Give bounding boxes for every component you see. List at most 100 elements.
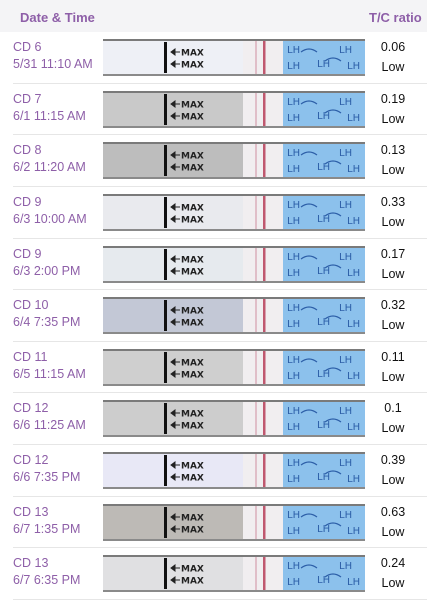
cycle-day: CD 9 xyxy=(13,194,42,209)
max-line xyxy=(164,196,167,228)
strip-edge xyxy=(103,142,365,145)
strip-label-area xyxy=(283,557,365,591)
brand-mark xyxy=(300,409,342,423)
lh-label: LH xyxy=(339,303,352,314)
strip-edge xyxy=(103,245,365,248)
max-arrow xyxy=(170,512,180,521)
cycle-day: CD 11 xyxy=(13,349,48,364)
row-divider xyxy=(13,598,427,600)
max-label: MAX xyxy=(181,462,204,472)
max-arrow xyxy=(170,524,180,533)
lh-label: LH xyxy=(339,458,352,469)
strip-label-area xyxy=(283,299,365,333)
max-arrow xyxy=(170,151,180,160)
test-line xyxy=(255,41,257,74)
lh-label: LH xyxy=(287,148,300,159)
test-strip: MAX MAX LH LH LH LH LH xyxy=(103,39,365,76)
lh-label: LH xyxy=(339,561,352,572)
test-line xyxy=(255,247,257,281)
control-line xyxy=(263,41,266,74)
t-c-ratio: 0.1 xyxy=(384,401,402,416)
lh-label: LH xyxy=(317,214,330,225)
lh-label: LH xyxy=(287,577,300,588)
test-line xyxy=(255,299,257,333)
max-arrow xyxy=(170,202,180,211)
brand-mark xyxy=(300,306,342,320)
test-strip: MAX MAX LH LH LH LH LH xyxy=(103,400,365,438)
strip-handle xyxy=(103,555,243,593)
strip-edge xyxy=(103,383,365,386)
t-c-ratio: 0.24 xyxy=(380,556,406,571)
brand-mark xyxy=(300,358,342,372)
test-line xyxy=(255,402,257,436)
max-line xyxy=(164,351,167,383)
test-line xyxy=(255,505,257,539)
max-line xyxy=(164,93,167,125)
max-arrow xyxy=(170,421,180,430)
brand-mark xyxy=(300,203,342,217)
control-line xyxy=(263,402,266,436)
lh-label: LH xyxy=(287,200,300,211)
strip-handle xyxy=(103,245,243,283)
control-line xyxy=(263,144,266,178)
t-c-ratio: 0.32 xyxy=(380,298,406,313)
lh-label: LH xyxy=(287,474,300,485)
lh-label: LH xyxy=(287,355,300,366)
result-level: Low xyxy=(381,421,405,436)
test-row: CD 9 6/3 2:00 PM 0.17 Low MAX MAX LH LH LH LH LH xyxy=(0,239,427,291)
lh-label: LH xyxy=(287,164,300,175)
max-arrow xyxy=(170,318,180,327)
strip-edge xyxy=(103,39,365,41)
strip-label-area xyxy=(283,350,365,384)
lh-label: LH xyxy=(287,113,300,124)
test-row: CD 7 6/1 11:15 AM 0.19 Low MAX MAX LH LH LH LH LH xyxy=(0,84,427,136)
row-divider xyxy=(13,495,427,497)
test-row: CD 12 6/6 11:25 AM 0.1 Low MAX MAX LH LH LH LH LH xyxy=(0,393,427,446)
strip-label-area xyxy=(283,92,365,126)
result-level: Low xyxy=(381,111,405,126)
max-label: MAX xyxy=(181,577,204,587)
lh-label: LH xyxy=(347,422,360,433)
lh-label: LH xyxy=(347,216,360,227)
strip-label-area xyxy=(283,402,365,436)
max-line xyxy=(164,506,167,538)
brand-mark xyxy=(300,513,342,527)
row-divider xyxy=(13,289,427,291)
strip-edge xyxy=(103,503,365,506)
test-row: CD 13 6/7 6:35 PM 0.24 Low MAX MAX LH LH LH LH LH xyxy=(0,548,427,600)
result-level: Low xyxy=(381,369,405,384)
strip-handle xyxy=(103,297,243,335)
cycle-day: CD 9 xyxy=(13,246,42,261)
date-time: 6/6 7:35 PM xyxy=(13,470,81,485)
lh-label: LH xyxy=(317,111,330,122)
strip-edge xyxy=(103,590,365,593)
max-arrow xyxy=(170,266,180,275)
lh-label: LH xyxy=(287,216,300,227)
strip-edge xyxy=(103,125,365,128)
max-label: MAX xyxy=(181,61,204,71)
lh-label: LH xyxy=(287,561,300,572)
strip-handle xyxy=(103,452,243,490)
row-divider xyxy=(13,444,427,446)
control-line xyxy=(263,247,266,281)
brand-mark xyxy=(300,461,342,475)
max-label: MAX xyxy=(181,152,204,162)
test-row: CD 9 6/3 10:00 AM 0.33 Low MAX MAX LH LH LH LH LH xyxy=(0,187,427,239)
lh-label: LH xyxy=(287,252,300,263)
date-time: 6/7 1:35 PM xyxy=(13,521,81,536)
strip-handle xyxy=(103,142,243,180)
lh-label: LH xyxy=(347,61,360,72)
test-row: CD 6 5/31 11:10 AM 0.06 Low MAX MAX LH LH LH LH LH xyxy=(0,32,427,84)
max-arrow xyxy=(170,254,180,263)
test-line xyxy=(255,144,257,178)
test-strip: MAX MAX LH LH LH LH LH xyxy=(103,193,365,231)
lh-label: LH xyxy=(317,472,330,483)
strip-edge xyxy=(103,348,365,351)
max-label: MAX xyxy=(181,100,204,110)
cycle-day: CD 7 xyxy=(13,91,42,106)
strip-handle xyxy=(103,193,243,231)
max-arrow xyxy=(170,111,180,120)
test-row: CD 13 6/7 1:35 PM 0.63 Low MAX MAX LH LH LH LH LH xyxy=(0,497,427,549)
lh-label: LH xyxy=(347,577,360,588)
result-level: Low xyxy=(381,214,405,229)
